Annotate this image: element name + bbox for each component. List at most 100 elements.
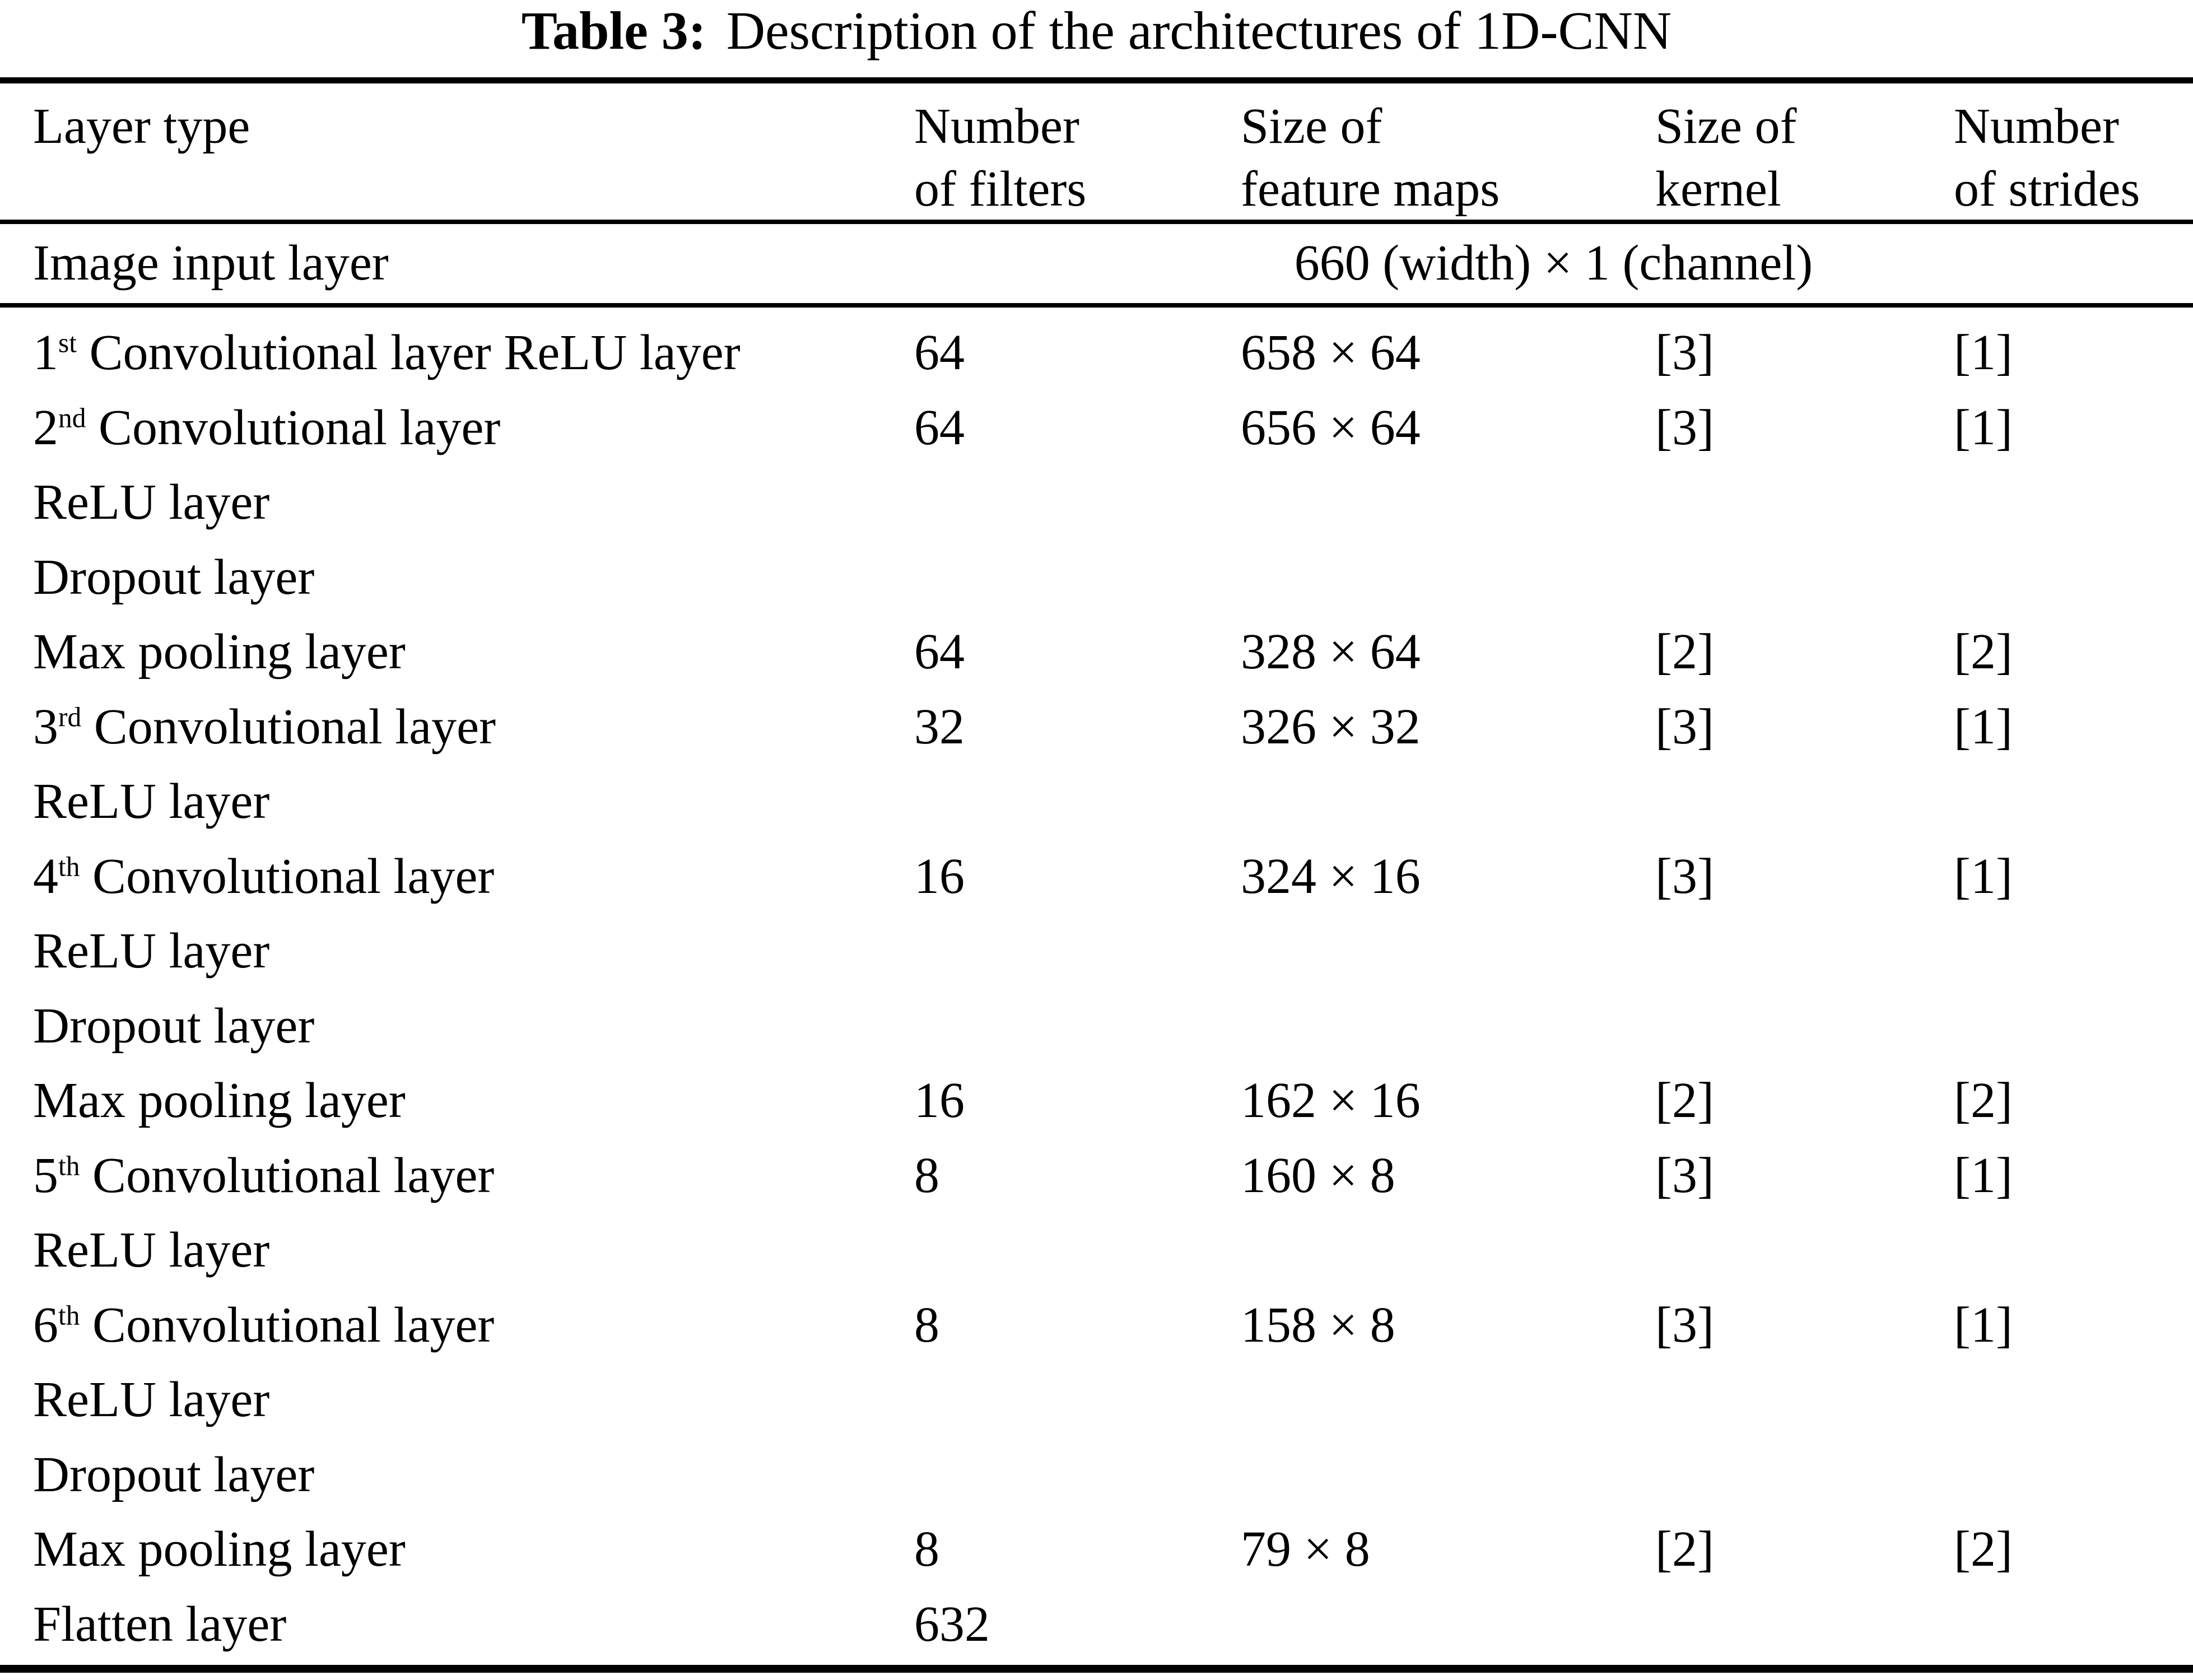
col-header-feature-map-size-line2: feature maps	[1241, 161, 1500, 217]
cell-number-of-filters: 8	[914, 1521, 939, 1577]
cell-strides: [1]	[1954, 325, 2013, 380]
table-row: 1st Convolutional layer ReLU layer 64 658 …	[0, 322, 2193, 384]
cell-strides: [1]	[1954, 1297, 2013, 1353]
cell-kernel-size: [3]	[1655, 1297, 1714, 1353]
table-row: Max pooling layer 8 79 × 8 [2] [2]	[0, 1518, 2193, 1581]
caption-label: Table 3:	[521, 1, 706, 61]
cell-layer-type: 6th Convolutional layer	[33, 1297, 495, 1353]
ordinal-superscript: st	[58, 327, 77, 359]
table-row: Max pooling layer 64 328 × 64 [2] [2]	[0, 621, 2193, 683]
col-header-kernel-size: Size of	[1655, 99, 1797, 154]
cell-kernel-size: [2]	[1655, 1073, 1714, 1128]
table-row: ReLU layer	[0, 471, 2193, 534]
table-row: Dropout layer	[0, 1444, 2193, 1506]
table-row: Max pooling layer 16 162 × 16 [2] [2]	[0, 1069, 2193, 1132]
table-row: Flatten layer 632	[0, 1593, 2193, 1656]
table-row: 6th Convolutional layer 8 158 × 8 [3] [1]	[0, 1294, 2193, 1357]
cell-feature-map-size: 79 × 8	[1241, 1521, 1370, 1577]
cell-strides: [2]	[1954, 1073, 2013, 1128]
table-caption: Table 3: Description of the architectures…	[0, 0, 2193, 62]
cell-layer-type: 3rd Convolutional layer	[33, 699, 496, 755]
cell-kernel-size: [3]	[1655, 848, 1714, 904]
ordinal-superscript: nd	[58, 402, 86, 433]
col-header-feature-map-size: Size of	[1241, 99, 1382, 154]
cell-layer-type: ReLU layer	[33, 923, 270, 979]
table-row: 5th Convolutional layer 8 160 × 8 [3] [1]	[0, 1144, 2193, 1207]
cell-kernel-size: [2]	[1655, 624, 1714, 680]
cell-kernel-size: [2]	[1655, 1521, 1714, 1577]
cell-layer-type: ReLU layer	[33, 774, 270, 829]
cell-kernel-size: [3]	[1655, 1147, 1714, 1203]
cell-number-of-filters: 64	[914, 624, 965, 680]
cell-strides: [1]	[1954, 399, 2013, 455]
table-row: ReLU layer	[0, 770, 2193, 833]
cell-feature-map-size: 324 × 16	[1241, 848, 1421, 904]
cell-layer-type: Max pooling layer	[33, 1073, 406, 1128]
ordinal-superscript: rd	[58, 701, 82, 732]
caption-text: Description of the architectures of 1D-C…	[726, 1, 1672, 61]
col-header-number-of-filters-line2: of filters	[914, 161, 1087, 217]
row-image-input: Image input layer	[0, 232, 2193, 295]
cell-layer-type: Dropout layer	[33, 549, 315, 605]
cell-feature-map-size: 162 × 16	[1241, 1073, 1421, 1128]
table-row: 4th Convolutional layer 16 324 × 16 [3] [1]	[0, 845, 2193, 908]
cell-layer-type: ReLU layer	[33, 1222, 270, 1278]
cell-feature-map-size: 658 × 64	[1241, 325, 1421, 380]
cell-feature-map-size: 328 × 64	[1241, 624, 1421, 680]
col-header-number-of-strides-line2: of strides	[1954, 161, 2140, 217]
cell-strides: [2]	[1954, 624, 2013, 680]
cell-strides: [2]	[1954, 1521, 2013, 1577]
cell-strides: [1]	[1954, 699, 2013, 755]
cell-layer-type: Max pooling layer	[33, 1521, 406, 1577]
table-row: ReLU layer	[0, 1369, 2193, 1431]
ordinal-superscript: th	[58, 1150, 80, 1181]
cell-number-of-filters: 64	[914, 399, 965, 455]
table-row: 2nd Convolutional layer 64 656 × 64 [3] [1]	[0, 397, 2193, 459]
cell-strides: [1]	[1954, 1147, 2013, 1203]
cell-kernel-size: [3]	[1655, 699, 1714, 755]
cell-layer-type: Flatten layer	[33, 1596, 287, 1652]
cell-number-of-filters: 32	[914, 699, 965, 755]
header-divider-rule	[0, 220, 2193, 224]
cell-layer-type: Dropout layer	[33, 998, 315, 1054]
cell-number-of-filters: 8	[914, 1297, 939, 1353]
ordinal-superscript: th	[58, 1299, 80, 1330]
cell-input-dimensions: 660 (width) × 1 (channel)	[1294, 235, 1813, 291]
bottom-rule	[0, 1665, 2193, 1673]
cell-layer-type: ReLU layer	[33, 1372, 270, 1427]
col-header-kernel-size-line2: kernel	[1655, 161, 1781, 217]
table-row: Dropout layer	[0, 546, 2193, 609]
table-row: ReLU layer	[0, 1219, 2193, 1282]
col-header-number-of-strides: Number	[1954, 99, 2119, 154]
col-header-layer-type: Layer type	[33, 99, 250, 154]
header-row-line1: Layer type Number Size of Size of Number	[0, 95, 2193, 158]
cell-number-of-filters: 16	[914, 848, 965, 904]
header-row-line2: of filters feature maps kernel of stride…	[0, 158, 2193, 221]
table-row: ReLU layer	[0, 920, 2193, 983]
cell-layer-type: ReLU layer	[33, 474, 270, 530]
cell-number-of-filters: 16	[914, 1073, 965, 1128]
cell-number-of-filters: 632	[914, 1596, 990, 1652]
input-row-divider-rule	[0, 303, 2193, 308]
table-row: 3rd Convolutional layer 32 326 × 32 [3] [1]	[0, 696, 2193, 758]
cell-layer-type: Max pooling layer	[33, 624, 406, 680]
ordinal-superscript: th	[58, 850, 80, 882]
cell-layer-type: 1st Convolutional layer ReLU layer	[33, 325, 741, 380]
cell-number-of-filters: 64	[914, 325, 965, 380]
cell-kernel-size: [3]	[1655, 325, 1714, 380]
cell-layer-type: Dropout layer	[33, 1446, 315, 1502]
cell-number-of-filters: 8	[914, 1147, 939, 1203]
table-row: Dropout layer	[0, 995, 2193, 1058]
cell-layer-type: 2nd Convolutional layer	[33, 399, 501, 455]
cell-kernel-size: [3]	[1655, 399, 1714, 455]
cell-feature-map-size: 158 × 8	[1241, 1297, 1395, 1353]
cell-feature-map-size: 656 × 64	[1241, 399, 1421, 455]
cell-layer-type: Image input layer	[33, 235, 389, 291]
cell-strides: [1]	[1954, 848, 2013, 904]
top-rule	[0, 77, 2193, 83]
cell-feature-map-size: 326 × 32	[1241, 699, 1421, 755]
cell-layer-type: 5th Convolutional layer	[33, 1147, 495, 1203]
col-header-number-of-filters: Number	[914, 99, 1079, 154]
cell-feature-map-size: 160 × 8	[1241, 1147, 1395, 1203]
cell-layer-type: 4th Convolutional layer	[33, 848, 495, 904]
